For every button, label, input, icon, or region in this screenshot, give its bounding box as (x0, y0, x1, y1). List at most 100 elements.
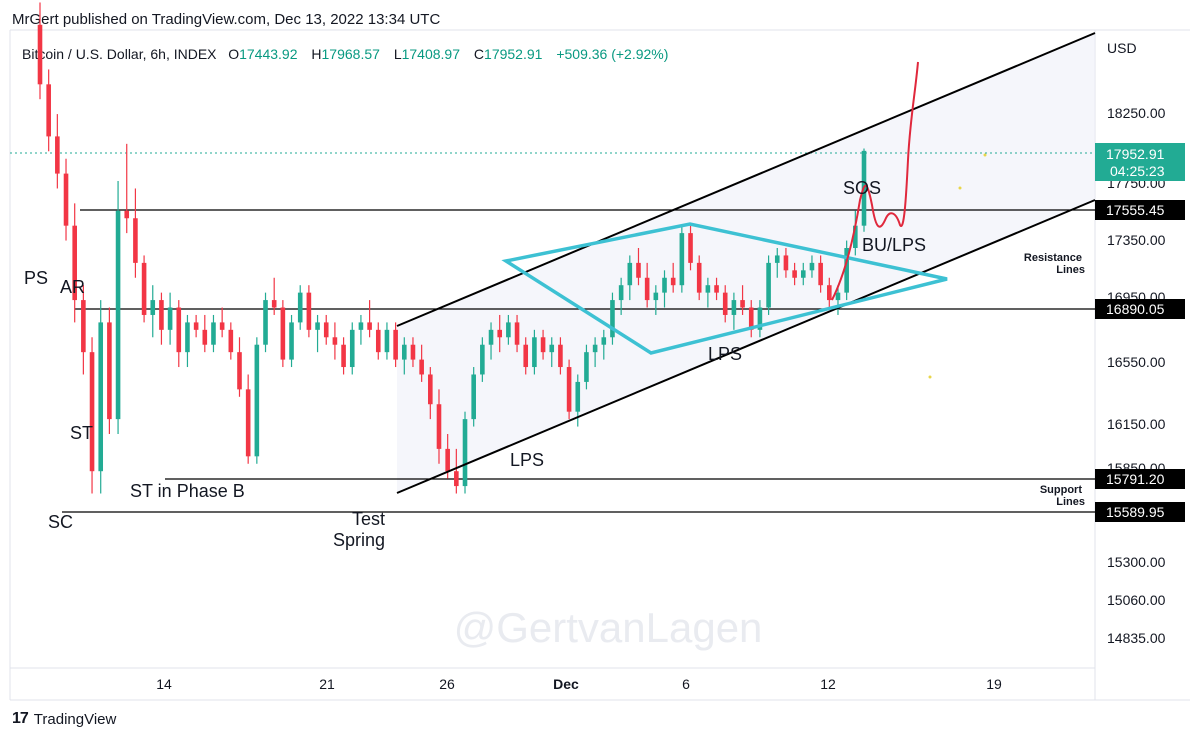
candle-body[interactable] (757, 307, 763, 330)
candle-body[interactable] (219, 322, 225, 330)
candle-body[interactable] (783, 255, 789, 271)
candle-body[interactable] (835, 292, 841, 301)
candle-body[interactable] (549, 344, 555, 353)
candle-body[interactable] (601, 337, 607, 345)
candle-body[interactable] (818, 262, 823, 286)
projection-sketch[interactable] (831, 61, 919, 301)
candle-body[interactable] (523, 344, 529, 368)
candle-body[interactable] (280, 307, 286, 360)
candle-body[interactable] (306, 292, 312, 330)
candle-body[interactable] (428, 374, 433, 405)
price-axis[interactable]: USD 18250.00 17750.00 17350.00 16950.00 … (1107, 40, 1166, 646)
candle-body[interactable] (480, 344, 485, 375)
candle-body[interactable] (167, 307, 173, 330)
candle-body[interactable] (670, 277, 676, 286)
candle-body[interactable] (202, 329, 208, 345)
candle-body[interactable] (610, 300, 615, 338)
candle-body[interactable] (315, 322, 320, 330)
candle-body[interactable] (445, 448, 450, 472)
candle-body[interactable] (358, 322, 364, 330)
candle-body[interactable] (81, 300, 86, 353)
candle-body[interactable] (575, 381, 581, 412)
candle-body[interactable] (532, 337, 537, 368)
candle-body[interactable] (46, 84, 51, 137)
candle-body[interactable] (471, 374, 476, 420)
candle-body[interactable] (419, 359, 424, 375)
candle-body[interactable] (506, 322, 511, 338)
candle-body[interactable] (740, 300, 745, 308)
triangle-pattern[interactable] (501, 222, 948, 355)
candle-body[interactable] (566, 367, 572, 412)
candle-body[interactable] (55, 136, 60, 174)
candle-body[interactable] (731, 300, 737, 315)
candle-body[interactable] (774, 255, 780, 263)
candle-body[interactable] (558, 344, 563, 368)
candle-body[interactable] (289, 322, 294, 360)
candle-body[interactable] (627, 262, 633, 286)
candle-body[interactable] (159, 300, 164, 330)
candle-body[interactable] (644, 277, 650, 301)
candle-body[interactable] (705, 285, 711, 293)
candle-body[interactable] (211, 322, 216, 345)
candle-body[interactable] (124, 210, 130, 219)
candle-body[interactable] (540, 337, 546, 353)
time-axis[interactable]: 14 21 26 Dec 6 12 19 (156, 676, 1002, 692)
candle-body[interactable] (98, 322, 104, 472)
candle-body[interactable] (653, 292, 659, 301)
candle-body[interactable] (853, 225, 858, 248)
candle-body[interactable] (263, 300, 268, 345)
candle-body[interactable] (497, 329, 503, 338)
candle-body[interactable] (72, 225, 77, 301)
candle-body[interactable] (454, 471, 459, 487)
candle-body[interactable] (714, 285, 719, 293)
candle-body[interactable] (401, 344, 407, 360)
candle-body[interactable] (800, 270, 806, 278)
candle-body[interactable] (410, 344, 416, 360)
candle-body[interactable] (115, 210, 121, 420)
candle-body[interactable] (297, 292, 303, 323)
candle-body[interactable] (237, 352, 242, 390)
candle-body[interactable] (618, 285, 624, 301)
candle-body[interactable] (141, 262, 147, 315)
channel-lower-line[interactable] (396, 199, 1096, 494)
candle-body[interactable] (809, 262, 815, 271)
candle-body[interactable] (107, 322, 112, 420)
candle-body[interactable] (193, 322, 199, 330)
candle-body[interactable] (133, 218, 138, 263)
candle-body[interactable] (332, 337, 338, 345)
candle-body[interactable] (228, 329, 234, 353)
candle-body[interactable] (462, 419, 468, 487)
candle-body[interactable] (662, 277, 667, 293)
candle-body[interactable] (748, 307, 754, 330)
candle-body[interactable] (592, 344, 598, 353)
candle-body[interactable] (636, 262, 641, 278)
candle-body[interactable] (254, 344, 260, 457)
candle-body[interactable] (384, 329, 390, 353)
candle-body[interactable] (584, 352, 589, 382)
candle-body[interactable] (679, 233, 685, 286)
candle-body[interactable] (766, 262, 771, 308)
candle-body[interactable] (176, 307, 182, 353)
candle-body[interactable] (89, 352, 95, 472)
candle-body[interactable] (245, 389, 251, 457)
candle-body[interactable] (488, 329, 494, 345)
candle-body[interactable] (436, 404, 442, 449)
candle-body[interactable] (792, 270, 797, 278)
candle-body[interactable] (827, 285, 832, 301)
candle-body[interactable] (367, 322, 372, 330)
candle-body[interactable] (63, 173, 69, 226)
symbol-title[interactable]: Bitcoin / U.S. Dollar, 6h, INDEX (22, 46, 217, 62)
candle-body[interactable] (323, 322, 329, 338)
candle-body[interactable] (349, 329, 355, 368)
candle-body[interactable] (722, 292, 728, 315)
candle-body[interactable] (844, 247, 849, 293)
candle-body[interactable] (514, 322, 520, 345)
footer-brand[interactable]: 17 TradingView (12, 710, 116, 728)
candle-body[interactable] (150, 300, 156, 315)
candle-body[interactable] (271, 300, 277, 308)
candle-body[interactable] (341, 344, 346, 368)
channel-upper-line[interactable] (396, 32, 1096, 327)
candle-body[interactable] (375, 329, 381, 353)
candle-body[interactable] (696, 262, 702, 293)
